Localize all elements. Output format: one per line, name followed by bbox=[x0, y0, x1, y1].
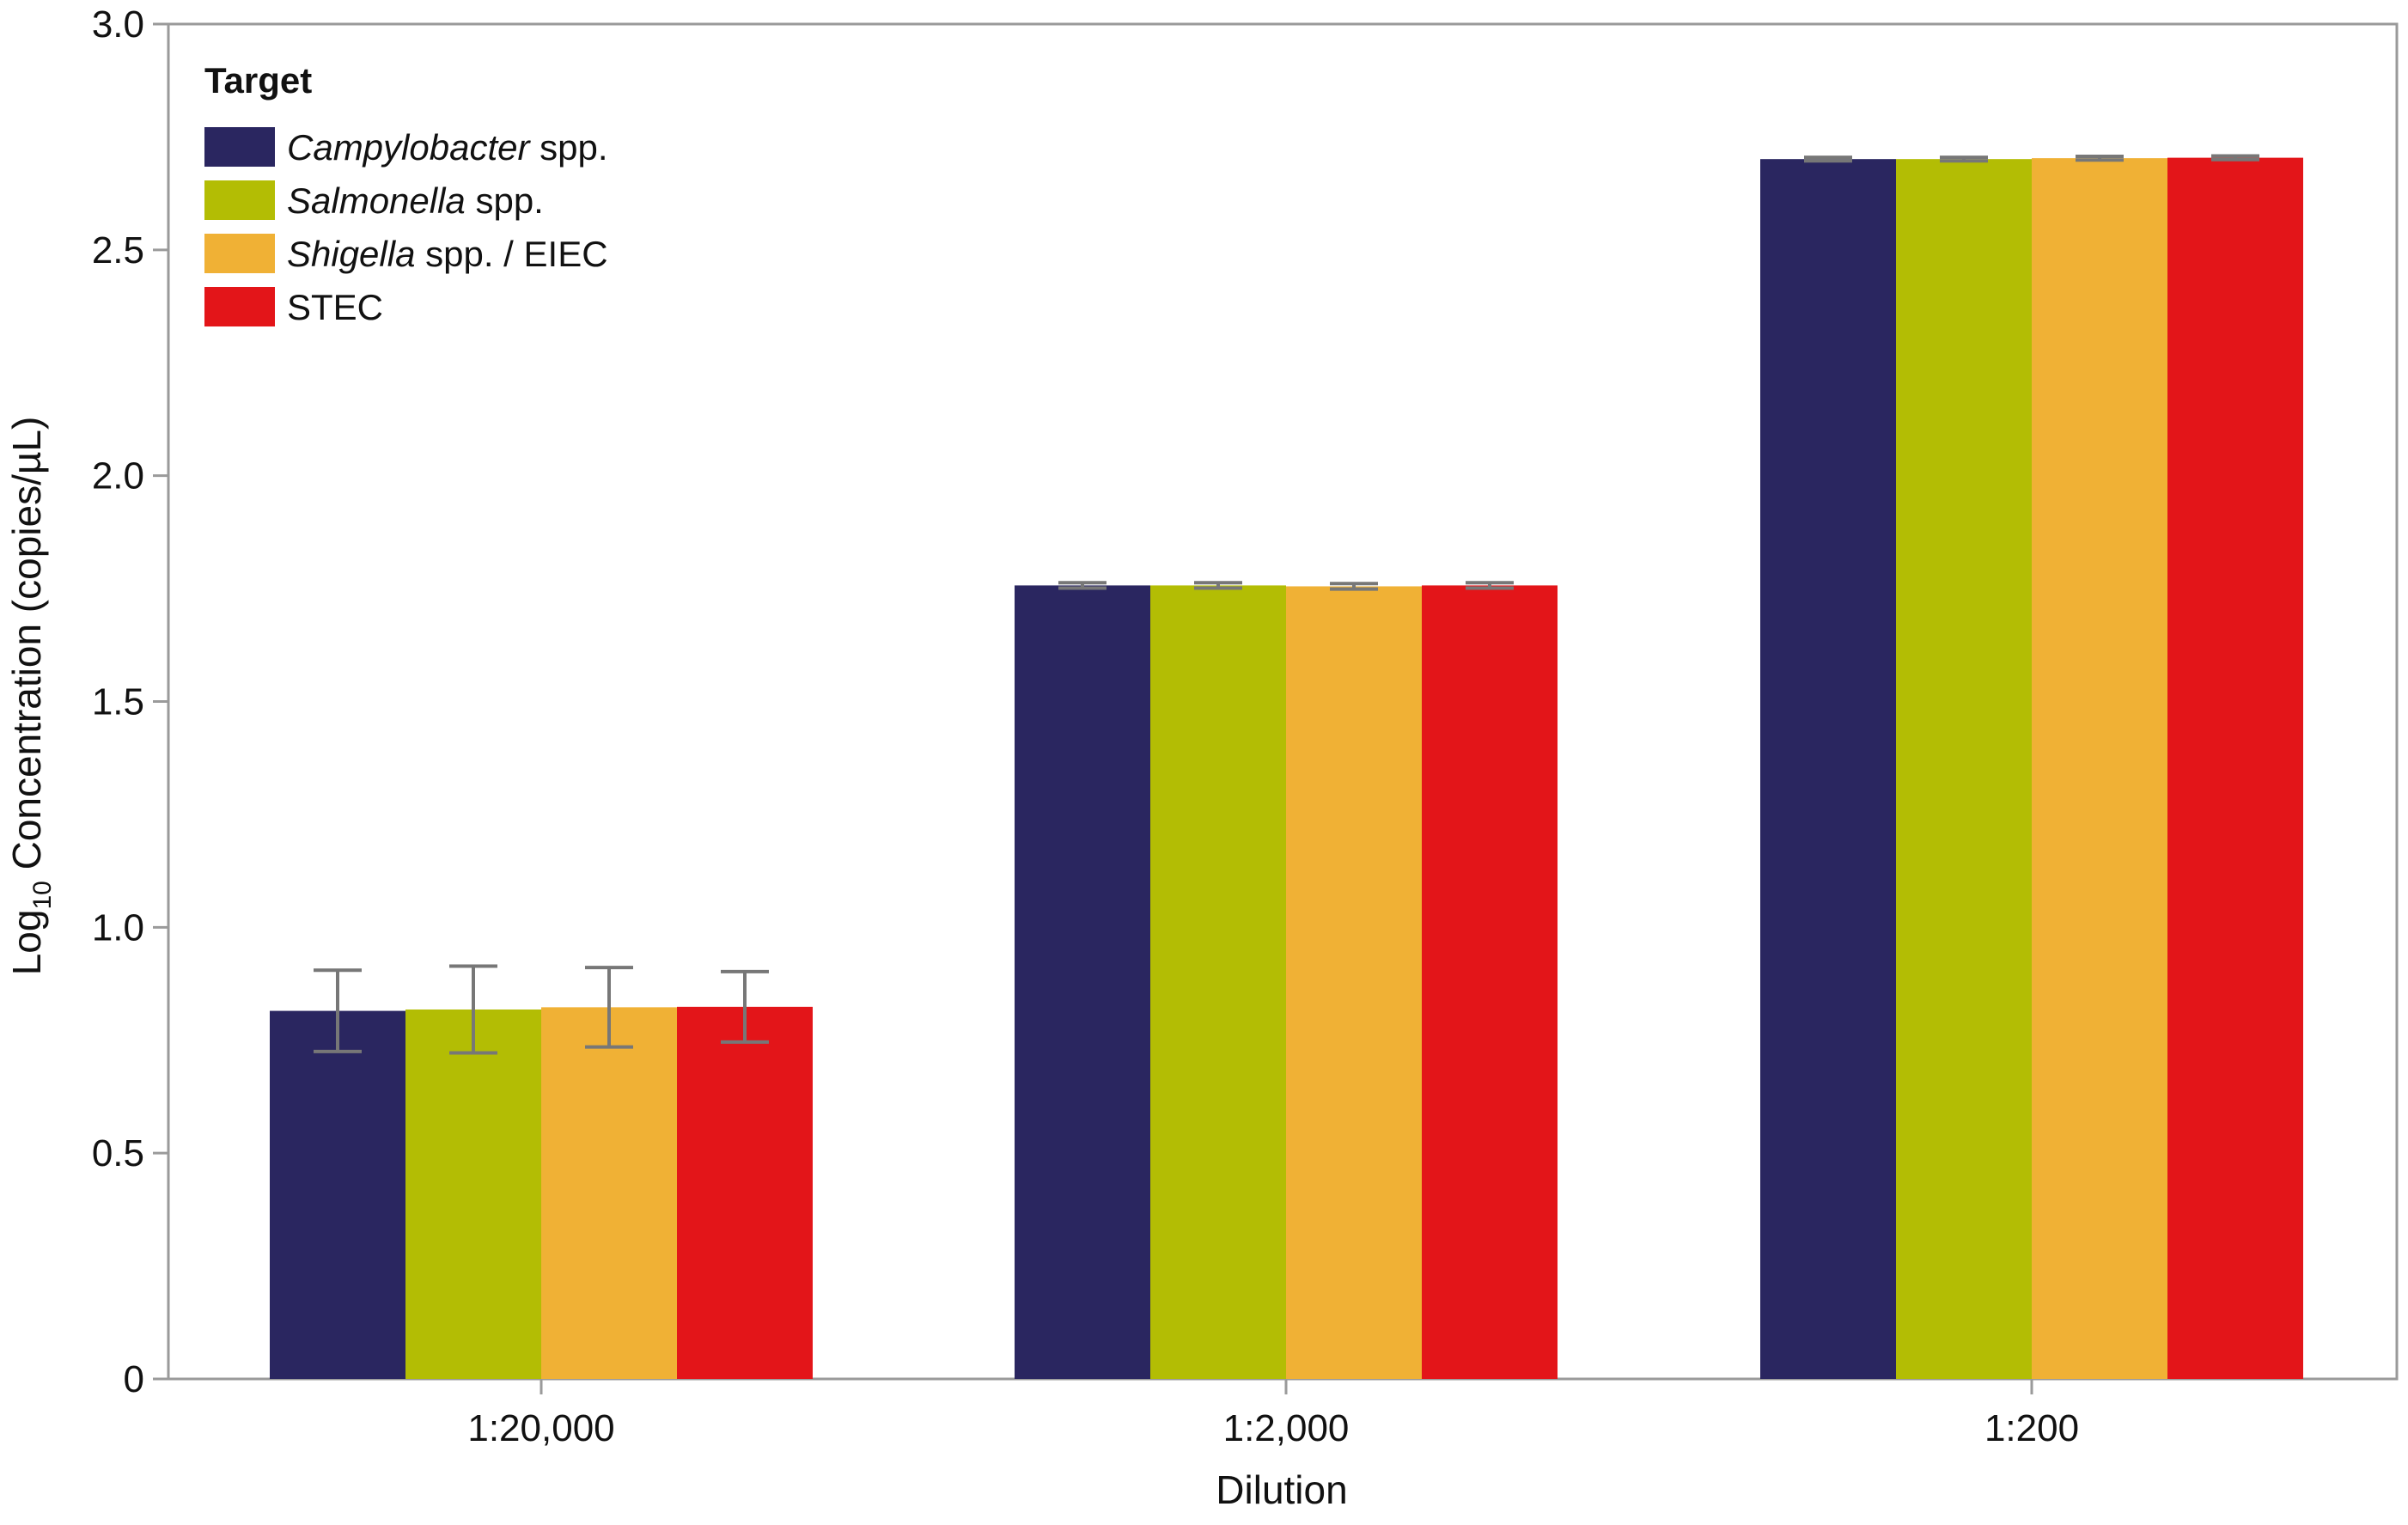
bar bbox=[270, 1010, 405, 1379]
bar bbox=[1150, 585, 1286, 1379]
legend-item: Shigella spp. / EIEC bbox=[204, 234, 608, 274]
y-axis: 0 0.5 1.0 1.5 2.0 2.5 3.0 bbox=[92, 3, 168, 1400]
error-bar bbox=[1194, 581, 1242, 590]
error-bar bbox=[721, 969, 769, 1044]
y-axis-title-subscript: 10 bbox=[28, 881, 57, 909]
legend-label: Salmonella spp. bbox=[287, 180, 544, 221]
legend-label-rest: STEC bbox=[287, 287, 383, 327]
legend-swatch bbox=[204, 287, 275, 326]
bar bbox=[541, 1007, 677, 1379]
error-bar bbox=[1804, 156, 1852, 163]
bar bbox=[1286, 586, 1422, 1379]
y-axis-title-prefix: Log bbox=[4, 910, 49, 976]
x-tick-label: 1:200 bbox=[1984, 1407, 2079, 1449]
bar bbox=[1015, 585, 1150, 1379]
error-bar bbox=[1940, 156, 1988, 163]
legend-label: Campylobacter spp. bbox=[287, 127, 608, 168]
y-tick-label: 1.5 bbox=[92, 681, 144, 723]
y-axis-title: Log10 Concentration (copies/µL) bbox=[4, 417, 57, 976]
legend-item: STEC bbox=[204, 287, 383, 327]
y-axis-title-rest: Concentration (copies/µL) bbox=[4, 417, 49, 881]
x-tick-label: 1:2,000 bbox=[1223, 1407, 1350, 1449]
y-tick-label: 2.5 bbox=[92, 229, 144, 271]
bar bbox=[677, 1006, 813, 1379]
y-tick-label: 2.0 bbox=[92, 455, 144, 497]
y-tick-label: 1.0 bbox=[92, 906, 144, 949]
x-axis-title: Dilution bbox=[1216, 1467, 1347, 1512]
bar bbox=[2167, 157, 2303, 1380]
error-bar bbox=[1330, 582, 1378, 591]
error-bar bbox=[1058, 581, 1106, 590]
error-bar bbox=[314, 968, 362, 1053]
bar bbox=[1422, 585, 1558, 1379]
error-bar bbox=[1466, 581, 1514, 590]
error-bar bbox=[585, 966, 633, 1049]
legend-label-rest: spp. / EIEC bbox=[415, 234, 607, 274]
bar bbox=[1760, 159, 1896, 1380]
x-axis: 1:20,000 1:2,000 1:200 bbox=[467, 1379, 2079, 1449]
y-tick-label: 0.5 bbox=[92, 1132, 144, 1174]
bar bbox=[2032, 158, 2167, 1379]
bar bbox=[1896, 159, 2032, 1380]
legend-label-italic: Campylobacter bbox=[287, 127, 531, 168]
legend: Target Campylobacter spp.Salmonella spp.… bbox=[204, 60, 608, 327]
legend-items: Campylobacter spp.Salmonella spp.Shigell… bbox=[204, 127, 608, 327]
legend-title: Target bbox=[204, 60, 312, 101]
y-tick-label: 0 bbox=[124, 1358, 144, 1400]
legend-label-italic: Shigella bbox=[287, 234, 415, 274]
legend-item: Salmonella spp. bbox=[204, 180, 544, 221]
y-tick-label: 3.0 bbox=[92, 3, 144, 46]
legend-label: STEC bbox=[287, 287, 383, 327]
legend-label: Shigella spp. / EIEC bbox=[287, 234, 608, 274]
bar bbox=[405, 1010, 541, 1379]
error-bar bbox=[2076, 155, 2124, 162]
bars bbox=[270, 157, 2303, 1380]
legend-label-italic: Salmonella bbox=[287, 180, 466, 221]
legend-label-rest: spp. bbox=[529, 127, 607, 168]
error-bar bbox=[2211, 154, 2259, 162]
error-bar bbox=[449, 964, 497, 1055]
x-tick-label: 1:20,000 bbox=[467, 1407, 614, 1449]
legend-swatch bbox=[204, 180, 275, 220]
error-bars bbox=[314, 154, 2259, 1055]
legend-label-rest: spp. bbox=[466, 180, 544, 221]
legend-swatch bbox=[204, 234, 275, 273]
legend-item: Campylobacter spp. bbox=[204, 127, 608, 168]
legend-swatch bbox=[204, 127, 275, 167]
